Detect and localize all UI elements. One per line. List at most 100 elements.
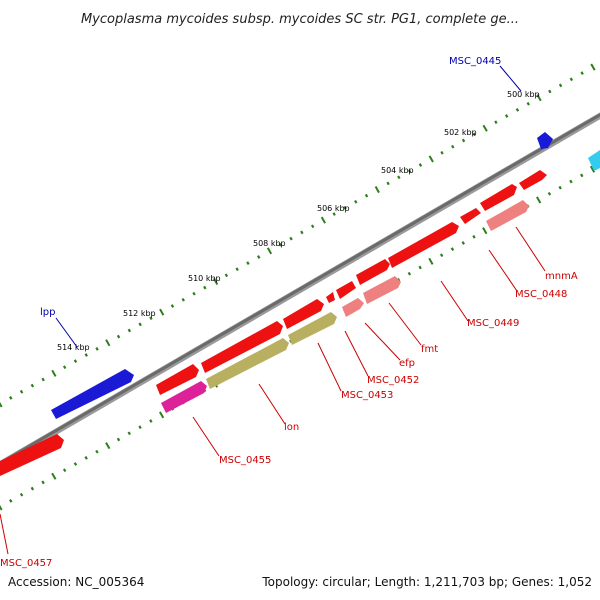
gene-mnma[interactable]	[486, 200, 529, 231]
inner-track-tick	[472, 234, 476, 239]
outer-track-tick	[62, 365, 67, 370]
outer-track-tick	[138, 322, 142, 327]
inner-track-tick	[428, 257, 434, 265]
gene-msc-0455[interactable]	[161, 381, 207, 413]
outer-track-tick	[41, 377, 45, 382]
outer-track-tick	[494, 120, 498, 125]
outer-track-tick	[558, 83, 563, 88]
gene-lpp[interactable]	[51, 369, 134, 419]
gene-efp[interactable]	[342, 298, 364, 317]
outer-tick-track	[0, 63, 596, 408]
outer-track-tick	[536, 94, 542, 102]
outer-track-tick	[526, 101, 530, 106]
gene-labels: MSC_0445 lpp mnmA MSC_0448 MSC_0449 fmt …	[0, 56, 578, 569]
inner-track-tick	[0, 504, 3, 511]
tick-label-506: 506 kbp	[317, 204, 350, 213]
map-title: Mycoplasma mycoides subsp. mycoides SC s…	[81, 12, 519, 27]
inner-track-tick	[418, 265, 422, 270]
inner-track-tick	[51, 472, 57, 480]
inner-track-tick	[589, 165, 596, 173]
label-msc-0449[interactable]: MSC_0449	[467, 318, 519, 329]
inner-track-tick	[9, 499, 13, 503]
label-msc-0452[interactable]: MSC_0452	[367, 375, 419, 386]
gene-red-g[interactable]	[326, 292, 335, 303]
gene-red-f[interactable]	[336, 281, 356, 299]
inner-track-tick	[84, 456, 88, 460]
gene-fmt[interactable]	[363, 276, 401, 304]
inner-track-tick	[569, 179, 573, 184]
gene-red-j[interactable]	[156, 364, 199, 395]
inner-track-tick	[536, 196, 542, 204]
outer-track-tick	[9, 396, 13, 400]
forward-strand-genes	[0, 132, 600, 476]
inner-track-tick	[159, 411, 165, 419]
genome-backbone	[0, 112, 600, 468]
inner-track-tick	[450, 247, 455, 251]
label-fmt[interactable]: fmt	[421, 344, 438, 355]
label-lon[interactable]: lon	[284, 422, 299, 433]
inner-track-tick	[580, 173, 584, 178]
inner-track-tick	[461, 241, 465, 245]
outer-track-tick	[105, 339, 111, 347]
tick-label-514: 514 kbp	[57, 343, 90, 352]
outer-track-tick	[95, 347, 99, 351]
outer-track-tick	[548, 89, 552, 94]
outer-track-tick	[374, 186, 380, 194]
outer-track-tick	[246, 261, 250, 265]
outer-track-tick	[51, 369, 57, 377]
outer-track-tick	[461, 138, 466, 143]
gene-msc-0445[interactable]	[537, 132, 553, 149]
accession-text: Accession: NC_005364	[8, 575, 144, 589]
outer-track-tick	[149, 316, 153, 321]
outer-track-tick	[73, 359, 78, 363]
tick-label-508: 508 kbp	[253, 239, 286, 248]
gene-cyan-partial[interactable]	[588, 150, 600, 171]
outer-track-tick	[300, 230, 304, 235]
inner-track-tick	[105, 442, 111, 450]
label-lpp[interactable]: lpp	[40, 307, 55, 318]
inner-track-tick	[41, 480, 45, 485]
reverse-strand-genes	[161, 200, 529, 413]
outer-track-tick	[170, 304, 175, 308]
inner-track-tick	[19, 492, 24, 497]
label-msc-0455[interactable]: MSC_0455	[219, 455, 271, 466]
outer-track-tick	[116, 334, 121, 339]
label-msc-0457[interactable]: MSC_0457	[0, 558, 52, 569]
gene-red-c[interactable]	[460, 208, 481, 224]
tick-label-504: 504 kbp	[381, 166, 414, 175]
outer-track-tick	[19, 389, 24, 394]
gene-msc-0457[interactable]	[0, 434, 64, 476]
inner-track-tick	[149, 419, 153, 423]
inner-track-tick	[547, 191, 552, 196]
gene-lon[interactable]	[206, 338, 289, 389]
label-msc-0448[interactable]: MSC_0448	[515, 289, 567, 300]
inner-track-tick	[30, 486, 35, 491]
label-msc-0453[interactable]: MSC_0453	[341, 390, 393, 401]
outer-track-tick	[386, 181, 390, 186]
inner-track-tick	[95, 449, 99, 454]
outer-track-tick	[364, 193, 369, 198]
gene-red-a[interactable]	[519, 170, 547, 190]
label-msc-0445[interactable]: MSC_0445	[449, 56, 501, 67]
gene-red-e[interactable]	[356, 259, 390, 285]
gene-red-h[interactable]	[283, 299, 324, 329]
gene-red-d[interactable]	[388, 222, 459, 268]
outer-track-tick	[181, 297, 185, 302]
gene-red-b[interactable]	[480, 184, 517, 211]
label-efp[interactable]: efp	[399, 358, 415, 369]
gene-msc-0452[interactable]	[288, 312, 337, 345]
outer-track-tick	[192, 291, 196, 296]
gene-red-i[interactable]	[201, 321, 283, 373]
label-mnma[interactable]: mnmA	[545, 271, 578, 282]
kbp-labels: 500 kbp 502 kbp 504 kbp 506 kbp 508 kbp …	[57, 90, 540, 352]
outer-track-tick	[159, 308, 165, 316]
outer-track-tick	[213, 277, 219, 285]
outer-track-tick	[278, 242, 282, 247]
outer-track-tick	[332, 212, 336, 216]
outer-track-tick	[320, 216, 326, 224]
outer-track-tick	[84, 353, 88, 357]
inner-track-tick	[73, 462, 78, 466]
outer-track-tick	[354, 199, 358, 204]
tick-label-502: 502 kbp	[444, 128, 477, 137]
